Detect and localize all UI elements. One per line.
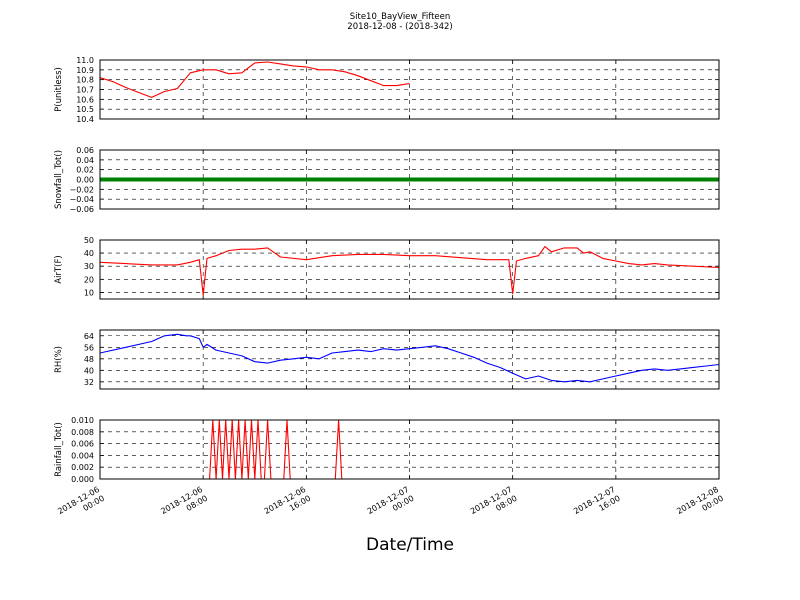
y-axis-label: Rainfall_Tot() [54, 422, 64, 477]
chart-subtitle: 2018-12-08 - (2018-342) [347, 22, 452, 32]
y-tick-label: −0.02 [69, 185, 94, 194]
y-tick-label: 10 [84, 288, 94, 297]
plot-frame [99, 149, 720, 210]
y-tick-label: 0.04 [76, 156, 94, 165]
y-tick-label: 0.010 [71, 416, 94, 425]
y-tick-label: 48 [84, 355, 94, 364]
panel-2: 0.060.040.020.00−0.02−0.04−0.06 Snowfall_… [54, 146, 720, 214]
plot-frame [99, 239, 720, 300]
panel-1: 11.010.910.810.710.610.510.4 P(unitless) [54, 56, 720, 124]
y-tick-label: 40 [84, 366, 94, 375]
panels: 11.010.910.810.710.610.510.4 P(unitless) 0… [54, 56, 725, 516]
y-tick-label: 11.0 [76, 56, 94, 65]
y-tick-label: 20 [84, 275, 94, 284]
y-tick-label: 0.00 [76, 176, 94, 185]
y-tick-label: 10.6 [76, 95, 94, 104]
y-tick-label: 0.006 [71, 440, 94, 449]
plot-frame [99, 329, 720, 390]
y-tick-label: −0.04 [69, 195, 94, 204]
y-tick-label: −0.06 [69, 205, 94, 214]
panel-5: 0.010 0.008 0.006 0.004 0.002 0.000 Rainfall_T… [54, 416, 720, 484]
y-tick-label: 56 [84, 343, 94, 352]
series-line [99, 333, 720, 383]
y-tick-label: 10.9 [76, 66, 94, 75]
y-tick-label: 0.004 [71, 451, 94, 460]
series-line [99, 246, 720, 296]
y-axis-label: P(unitless) [54, 67, 64, 112]
y-tick-label: 30 [84, 262, 94, 271]
chart-title: Site10_BayView_Fifteen [350, 12, 451, 22]
y-tick-label: 10.8 [76, 76, 94, 85]
y-axis-label: RH(%) [54, 346, 64, 373]
x-axis-label: Date/Time [366, 535, 454, 555]
y-axis-label: AirT(F) [54, 255, 64, 283]
series-line [99, 61, 410, 98]
y-tick-label: 64 [84, 332, 94, 341]
y-axis-label: Snowfall_Tot() [54, 150, 64, 209]
plot-frame [99, 419, 720, 480]
y-tick-label: 0.008 [71, 428, 94, 437]
panel-3: 50 40 30 20 10 AirT(F) [54, 236, 720, 300]
y-tick-label: 10.7 [76, 86, 94, 95]
y-tick-label: 0.02 [76, 166, 94, 175]
y-tick-label: 0.06 [76, 146, 94, 155]
y-tick-label: 50 [84, 236, 94, 245]
y-tick-label: 0.002 [71, 463, 94, 472]
series-line [100, 419, 719, 480]
y-tick-label: 10.4 [76, 115, 94, 124]
y-tick-label: 32 [84, 378, 94, 387]
y-tick-label: 40 [84, 249, 94, 258]
panel-4: 64 56 48 40 32 RH(%) [54, 329, 720, 390]
y-tick-label: 0.000 [71, 475, 94, 484]
plot-frame [99, 59, 720, 120]
y-tick-label: 10.5 [76, 105, 94, 114]
